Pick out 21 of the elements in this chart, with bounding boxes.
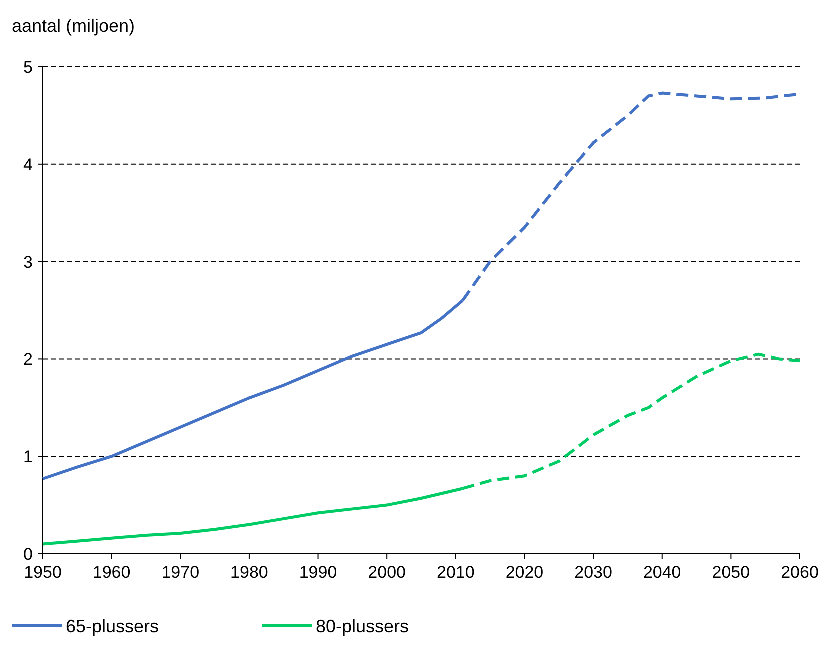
y-axis-title: aantal (miljoen) — [12, 16, 136, 36]
y-tick-label: 4 — [24, 155, 33, 174]
x-tick-label: 1990 — [299, 563, 338, 582]
x-tick-label: 1970 — [162, 563, 200, 582]
x-tick-label: 2050 — [712, 563, 750, 582]
x-tick-label: 1980 — [230, 563, 268, 582]
x-tick-label: 2060 — [781, 563, 819, 582]
y-tick-label: 5 — [24, 58, 33, 77]
x-tick-label: 1960 — [92, 563, 131, 582]
x-tick-label: 2040 — [643, 563, 682, 582]
x-tick-label: 1950 — [24, 563, 62, 582]
x-tick-label: 2000 — [368, 563, 406, 582]
y-tick-label: 2 — [24, 350, 33, 370]
y-tick-label: 0 — [24, 544, 33, 564]
legend-label: 65-plussers — [66, 616, 160, 636]
y-tick-label: 1 — [24, 448, 33, 467]
x-tick-label: 2020 — [506, 563, 544, 582]
x-tick-label: 2030 — [574, 563, 612, 582]
y-tick-label: 3 — [24, 252, 33, 272]
legend-label: 80-plussers — [316, 616, 410, 636]
x-tick-label: 2010 — [436, 563, 475, 582]
